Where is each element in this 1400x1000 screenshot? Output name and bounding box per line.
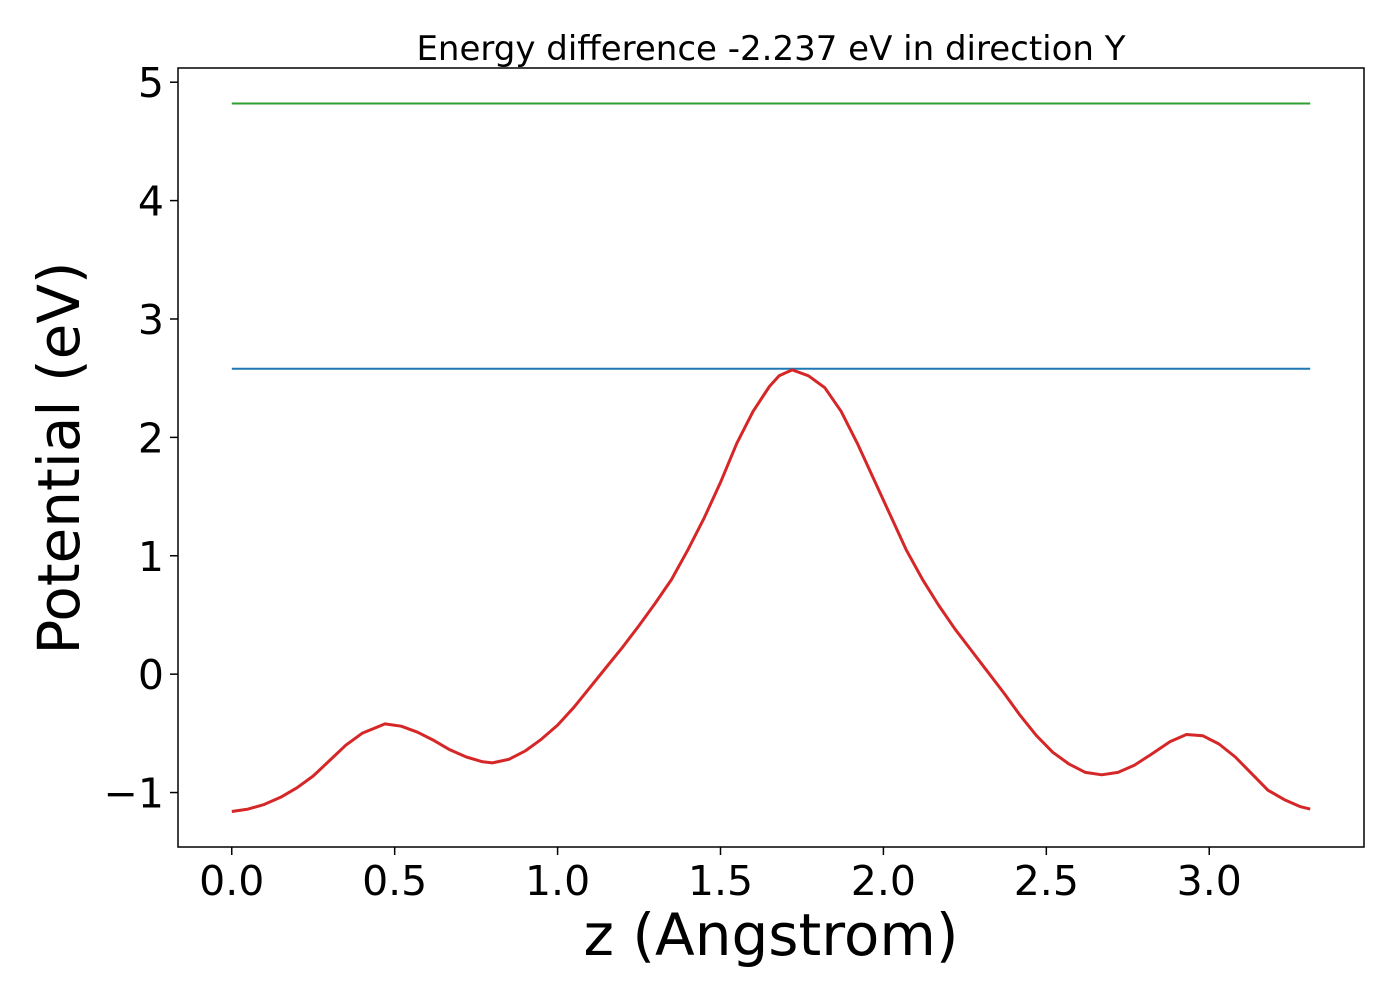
x-tick-label: 0.0 <box>199 857 264 905</box>
y-tick-label: 2 <box>138 414 164 462</box>
x-axis-label: z (Angstrom) <box>584 901 959 969</box>
x-tick-label: 2.0 <box>851 857 916 905</box>
x-tick-label: 2.5 <box>1014 857 1079 905</box>
series-layer <box>231 102 1311 813</box>
y-tick-label: 0 <box>138 651 164 699</box>
y-tick-label: 1 <box>138 533 164 581</box>
chart-title: Energy difference -2.237 eV in direction… <box>416 29 1125 69</box>
series-line-3 <box>231 368 1311 813</box>
x-tick-label: 1.0 <box>525 857 590 905</box>
x-tick-label: 0.5 <box>362 857 427 905</box>
y-tick-label: 3 <box>138 296 164 344</box>
y-axis: −1 0 1 2 3 4 5 <box>104 59 178 818</box>
plot-frame <box>177 67 1365 848</box>
x-axis: 0.0 0.5 1.0 1.5 2.0 2.5 3.0 <box>199 847 1242 905</box>
y-tick-label: 5 <box>138 59 164 107</box>
y-tick-label: 4 <box>138 178 164 226</box>
x-tick-label: 3.0 <box>1177 857 1242 905</box>
x-tick-label: 1.5 <box>688 857 753 905</box>
y-axis-label: Potential (eV) <box>25 261 93 654</box>
y-tick-label: −1 <box>104 770 164 818</box>
